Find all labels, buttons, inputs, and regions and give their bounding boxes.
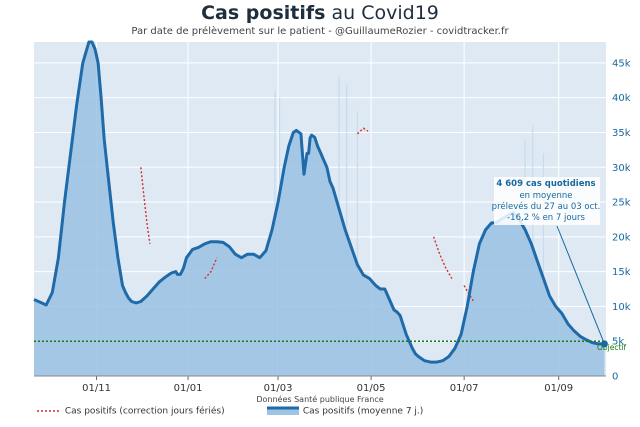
chart-title: Cas positifs au Covid19 xyxy=(0,2,640,24)
title-rest: au Covid19 xyxy=(325,2,439,24)
y-tick-label: 15k xyxy=(612,267,631,278)
y-tick-label: 10k xyxy=(612,302,631,313)
x-tick-label: 01/11 xyxy=(82,383,111,394)
y-tick-label: 45k xyxy=(612,58,631,69)
x-tick-label: 01/09 xyxy=(544,383,573,394)
x-tick-label: 01/03 xyxy=(264,383,293,394)
y-tick-label: 20k xyxy=(612,232,631,243)
correction-line xyxy=(432,236,453,279)
last-value-dot xyxy=(600,340,608,348)
y-tick-label: 25k xyxy=(612,198,631,209)
annotation-box xyxy=(494,177,600,225)
objective-label: Objectif xyxy=(597,343,627,352)
x-tick-label: 01/05 xyxy=(357,383,386,394)
cases-line xyxy=(33,40,605,364)
x-tick-label: 01/07 xyxy=(450,383,479,394)
annotation-line3: prélevés du 27 au 03 oct. xyxy=(492,201,601,212)
legend-label-correction: Cas positifs (correction jours fériés) xyxy=(64,406,225,417)
legend-label-average: Cas positifs (moyenne 7 j.) xyxy=(302,406,424,417)
correction-line xyxy=(204,257,218,280)
title-bold: Cas positifs xyxy=(201,2,326,24)
legend-dotted-line-icon xyxy=(37,410,61,412)
correction-line xyxy=(140,167,151,244)
y-tick-label: 40k xyxy=(612,93,631,104)
chart-subtitle: Par date de prélèvement sur le patient -… xyxy=(131,26,509,37)
legend-item-average: Cas positifs (moyenne 7 j.) xyxy=(266,406,423,417)
legend-area-line-icon xyxy=(267,406,299,415)
source-label: Données Santé publique France xyxy=(256,394,383,404)
x-tick-label: 01/01 xyxy=(174,383,203,394)
annotation-line4: -16,2 % en 7 jours xyxy=(507,213,585,223)
y-tick-label: 0 xyxy=(612,372,618,383)
y-tick-label: 30k xyxy=(612,163,631,174)
annotation-line1: 4 609 cas quotidiens xyxy=(496,179,595,189)
correction-line xyxy=(356,127,369,135)
y-tick-label: 5k xyxy=(612,337,624,348)
annotation-line2: en moyenne xyxy=(519,191,572,201)
y-tick-label: 35k xyxy=(612,128,631,139)
cases-area xyxy=(34,42,605,376)
legend-item-correction: Cas positifs (correction jours fériés) xyxy=(36,406,225,417)
annotation-leader-line xyxy=(556,225,605,345)
